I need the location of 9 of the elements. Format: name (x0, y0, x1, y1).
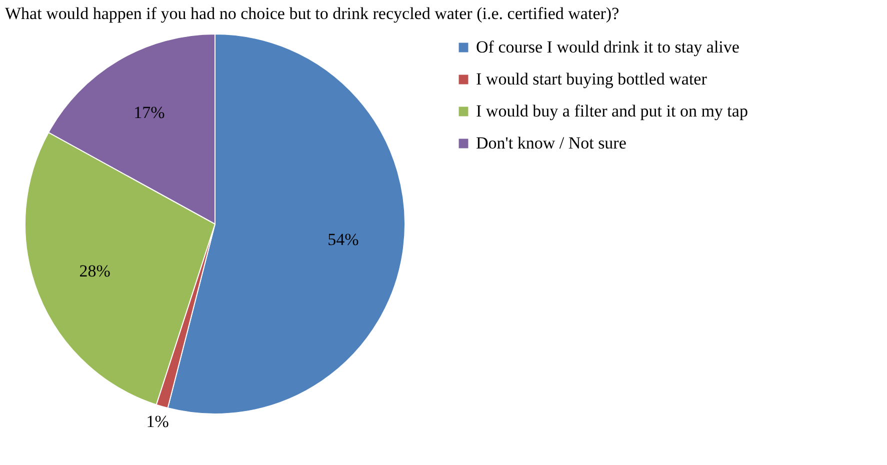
data-label: 1% (146, 412, 169, 431)
data-label: 17% (134, 102, 165, 122)
data-label: 28% (79, 262, 110, 281)
legend-label: Of course I would drink it to stay alive (476, 38, 740, 56)
data-label: 54% (328, 230, 359, 250)
legend-label: I would start buying bottled water (476, 70, 708, 88)
legend-label: I would buy a filter and put it on my tap (476, 102, 748, 120)
legend-label: Don't know / Not sure (476, 134, 626, 152)
chart-title: What would happen if you had no choice but to drink recycled water (i.e. certified water)? (5, 4, 620, 23)
